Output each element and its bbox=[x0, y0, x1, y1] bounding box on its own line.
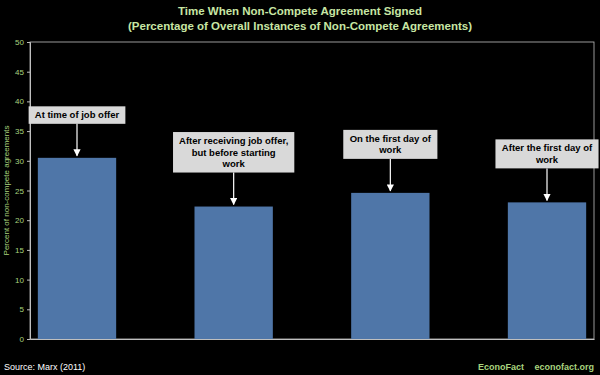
annotation-line: work bbox=[535, 154, 559, 165]
annotation-arrow bbox=[76, 124, 77, 156]
y-tick-label: 5 bbox=[20, 305, 25, 314]
y-tick-mark bbox=[27, 250, 30, 251]
title: Time When Non-Compete Agreement Signed bbox=[178, 5, 422, 17]
annotation-box bbox=[29, 106, 126, 124]
x-axis bbox=[31, 339, 595, 341]
annotation-arrow bbox=[390, 159, 391, 191]
y-tick-label: 10 bbox=[15, 276, 24, 285]
annotation-arrow bbox=[546, 168, 547, 200]
annotation-text: After receiving job offer,but before sta… bbox=[179, 135, 288, 169]
y-tick: 25 bbox=[15, 187, 30, 196]
annotation-text: On the first day ofwork bbox=[350, 133, 432, 156]
y-tick: 5 bbox=[20, 305, 30, 314]
y-tick: 40 bbox=[15, 97, 30, 106]
y-tick-label: 35 bbox=[15, 127, 24, 136]
annotation-box bbox=[173, 132, 294, 173]
annotation: After receiving job offer,but before sta… bbox=[173, 132, 294, 205]
y-tick-label: 30 bbox=[15, 157, 24, 166]
annotation-line: work bbox=[378, 144, 402, 155]
bar bbox=[508, 202, 586, 339]
y-tick-label: 0 bbox=[20, 335, 25, 344]
credit: econofact.org bbox=[534, 362, 594, 372]
y-tick-mark bbox=[27, 101, 30, 102]
annotation: After the first day ofwork bbox=[495, 139, 598, 200]
y-tick: 30 bbox=[15, 157, 30, 166]
y-axis-line bbox=[27, 43, 31, 340]
y-tick: 50 bbox=[15, 38, 30, 47]
annotation-line: On the first day of bbox=[350, 133, 432, 144]
annotation-arrow bbox=[233, 173, 234, 205]
y-tick: 35 bbox=[15, 127, 30, 136]
chart: Time When Non-Compete Agreement Signed (P… bbox=[0, 0, 600, 375]
bar bbox=[351, 193, 429, 339]
source: Source: Marx (2011) bbox=[4, 362, 85, 372]
y-tick-label: 15 bbox=[15, 246, 24, 255]
annotation-line: At time of job offer bbox=[35, 109, 120, 120]
y-tick-label: 50 bbox=[15, 38, 24, 47]
bar bbox=[195, 207, 273, 339]
annotation-text: After the first day ofwork bbox=[502, 142, 593, 165]
background bbox=[0, 0, 600, 375]
annotation-line: but before starting bbox=[192, 147, 276, 158]
y-tick-mark bbox=[27, 42, 30, 43]
annotation-line: work bbox=[222, 158, 246, 169]
annotation: On the first day ofwork bbox=[343, 130, 437, 191]
y-tick: 10 bbox=[15, 276, 30, 285]
annotation-text: At time of job offer bbox=[35, 109, 120, 120]
y-axis-label: Percent of non-compete agreements bbox=[2, 126, 11, 256]
x-axis-line bbox=[31, 339, 595, 340]
y-tick-label: 40 bbox=[15, 97, 24, 106]
y-axis: 0 5 10 15 20 25 30 35 40 45 50 bbox=[15, 38, 30, 344]
annotation-line: After the first day of bbox=[502, 142, 593, 153]
y-tick-mark bbox=[27, 191, 30, 192]
y-tick-mark bbox=[27, 339, 30, 340]
y-tick-mark bbox=[27, 131, 30, 132]
y-tick-mark bbox=[27, 161, 30, 162]
y-tick-label: 45 bbox=[15, 68, 24, 77]
y-tick: 15 bbox=[15, 246, 30, 255]
y-tick-label: 25 bbox=[15, 187, 24, 196]
y-tick: 20 bbox=[15, 216, 30, 225]
y-tick: 0 bbox=[20, 335, 30, 344]
annotation-box bbox=[495, 139, 598, 168]
plot-frame bbox=[30, 42, 594, 339]
y-tick-mark bbox=[27, 72, 30, 73]
annotation: At time of job offer bbox=[29, 106, 126, 156]
bars bbox=[38, 158, 586, 339]
y-tick-label: 20 bbox=[15, 216, 24, 225]
annotations: At time of job offer After receiving job … bbox=[29, 106, 599, 204]
subtitle: (Percentage of Overall Instances of Non-… bbox=[128, 20, 472, 32]
y-tick-mark bbox=[27, 309, 30, 310]
annotation-line: After receiving job offer, bbox=[179, 135, 288, 146]
bar bbox=[38, 158, 116, 339]
y-tick-mark bbox=[27, 220, 30, 221]
annotation-box bbox=[343, 130, 437, 159]
y-tick-mark bbox=[27, 280, 30, 281]
credit: EconoFact bbox=[478, 362, 524, 372]
y-tick: 45 bbox=[15, 68, 30, 77]
